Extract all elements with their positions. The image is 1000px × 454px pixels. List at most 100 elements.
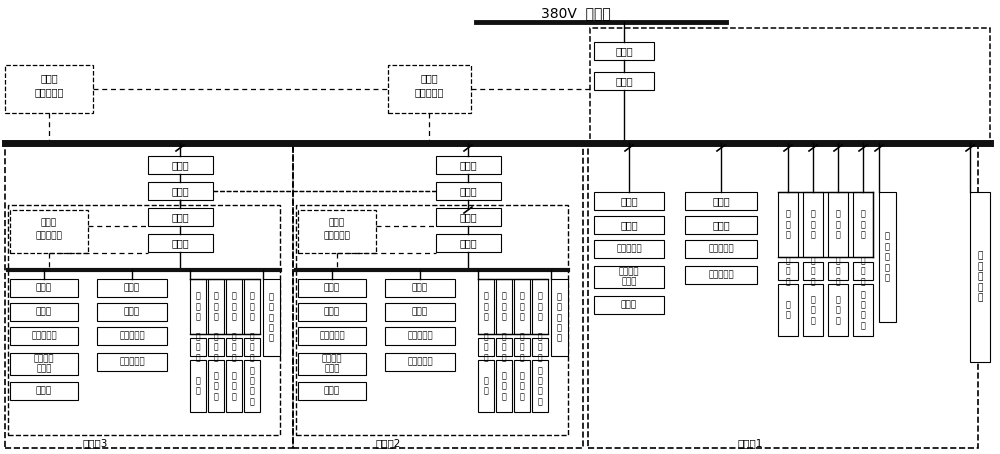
Bar (590, 28, 990, 143)
Bar (296, 205, 568, 435)
Bar (208, 360, 224, 412)
Bar (148, 182, 213, 200)
Bar (190, 279, 206, 334)
Bar (10, 327, 78, 345)
Text: 断路器: 断路器 (124, 307, 140, 316)
Text: 接触器: 接触器 (615, 46, 633, 56)
Bar (514, 360, 530, 412)
Text: 接触器: 接触器 (712, 196, 730, 206)
Bar (803, 192, 823, 257)
Text: 断路器: 断路器 (172, 238, 189, 248)
Text: 接触器: 接触器 (172, 160, 189, 170)
Bar (148, 208, 213, 226)
Bar (436, 208, 501, 226)
Bar (436, 156, 501, 174)
Bar (532, 360, 548, 412)
Bar (594, 296, 664, 314)
Bar (532, 338, 548, 356)
Text: 光伏逆变器: 光伏逆变器 (319, 331, 345, 340)
Text: 断
路
器: 断 路 器 (786, 256, 790, 286)
Bar (778, 192, 798, 257)
Text: 接
触
器: 接 触 器 (861, 210, 865, 239)
Text: 接
触
器: 接 触 器 (836, 210, 840, 239)
Text: 断路器: 断路器 (412, 307, 428, 316)
Text: 铁锂电池组: 铁锂电池组 (407, 357, 433, 366)
Text: 电
子
负
荷: 电 子 负 荷 (250, 366, 254, 406)
Text: 负
荷
配
电
箱: 负 荷 配 电 箱 (269, 292, 274, 343)
Text: 一体化终端: 一体化终端 (414, 87, 444, 97)
Bar (97, 303, 167, 321)
Bar (385, 327, 455, 345)
Text: 负
荷
配
电
箱: 负 荷 配 电 箱 (977, 252, 983, 302)
Text: 负
载
箱: 负 载 箱 (811, 295, 815, 325)
Bar (5, 145, 293, 448)
Text: 接
触
器: 接 触 器 (502, 291, 506, 321)
Text: 一体化终端: 一体化终端 (36, 232, 62, 241)
Text: 接触器: 接触器 (124, 283, 140, 292)
Text: 断
路
器: 断 路 器 (520, 332, 524, 362)
Bar (97, 327, 167, 345)
Text: 光伏逆变器: 光伏逆变器 (31, 331, 57, 340)
Bar (244, 338, 260, 356)
Bar (208, 279, 224, 334)
Bar (803, 262, 823, 280)
Text: 断
路
器: 断 路 器 (811, 256, 815, 286)
Text: 负
载
箱: 负 载 箱 (502, 371, 506, 401)
Bar (496, 360, 512, 412)
Text: 电
动
机: 电 动 机 (520, 371, 524, 401)
Text: 接触器: 接触器 (172, 212, 189, 222)
Bar (532, 279, 548, 334)
Text: 光伏板: 光伏板 (324, 386, 340, 395)
Text: 灯
泡: 灯 泡 (196, 376, 200, 396)
Text: 光伏板: 光伏板 (36, 386, 52, 395)
Bar (385, 303, 455, 321)
Bar (385, 353, 455, 371)
Bar (478, 279, 494, 334)
Bar (298, 303, 366, 321)
Bar (685, 266, 757, 284)
Text: 接触器: 接触器 (324, 283, 340, 292)
Text: 负
载
箱: 负 载 箱 (214, 371, 218, 401)
Text: 接触器: 接触器 (460, 212, 477, 222)
Bar (828, 262, 848, 280)
Text: 子微网1: 子微网1 (737, 438, 763, 448)
Bar (263, 279, 280, 356)
Bar (803, 284, 823, 336)
Bar (594, 192, 664, 210)
Bar (685, 216, 757, 234)
Bar (853, 192, 873, 257)
Bar (148, 234, 213, 252)
Text: 断路器: 断路器 (620, 220, 638, 230)
Bar (436, 234, 501, 252)
Text: 接触器: 接触器 (36, 283, 52, 292)
Text: 断路器: 断路器 (712, 220, 730, 230)
Bar (594, 216, 664, 234)
Bar (244, 360, 260, 412)
Text: 灯
泡: 灯 泡 (484, 376, 488, 396)
Text: 断
路
器: 断 路 器 (836, 256, 840, 286)
Text: 电
子
负
荷: 电 子 负 荷 (861, 290, 865, 330)
Bar (97, 279, 167, 297)
Bar (148, 156, 213, 174)
Text: 接触器: 接触器 (412, 283, 428, 292)
Text: 接
触
器: 接 触 器 (250, 291, 254, 321)
Bar (778, 262, 798, 280)
Bar (293, 145, 583, 448)
Text: 断
路
器: 断 路 器 (250, 332, 254, 362)
Bar (478, 360, 494, 412)
Text: 断
路
器: 断 路 器 (214, 332, 218, 362)
Text: 接
触
器: 接 触 器 (484, 291, 488, 321)
Text: 断路器: 断路器 (460, 186, 477, 196)
Text: 区域型: 区域型 (329, 218, 345, 227)
Bar (594, 72, 654, 90)
Text: 子微网3: 子微网3 (82, 438, 108, 448)
Text: 接
触
器: 接 触 器 (196, 291, 200, 321)
Bar (226, 279, 242, 334)
Text: 接
触
器: 接 触 器 (786, 210, 790, 239)
Bar (496, 338, 512, 356)
Text: 断
路
器: 断 路 器 (196, 332, 200, 362)
Text: 储能变流器: 储能变流器 (708, 245, 734, 253)
Bar (388, 65, 471, 113)
Bar (828, 192, 848, 257)
Bar (588, 145, 978, 448)
